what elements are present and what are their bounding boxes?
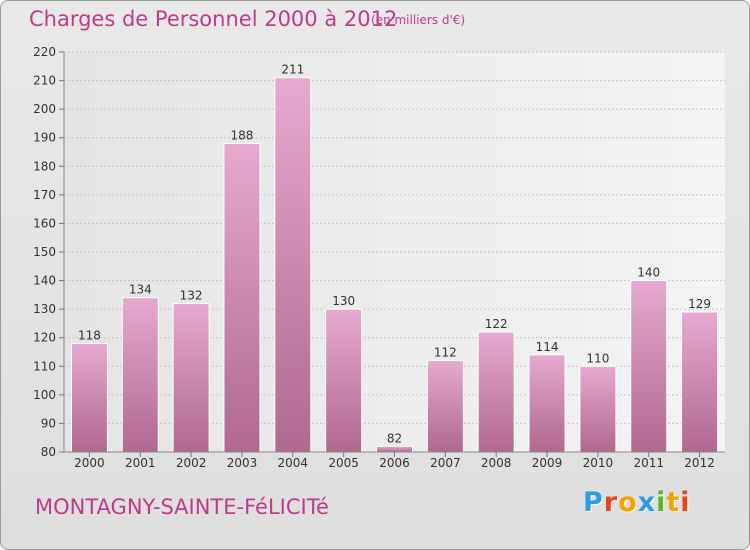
bar-value-label: 211	[281, 63, 304, 77]
logo-letter: t	[666, 487, 681, 518]
x-tick-label: 2004	[278, 456, 309, 470]
x-tick-label: 2007	[430, 456, 461, 470]
x-tick-label: 2008	[481, 456, 512, 470]
x-tick-label: 2002	[176, 456, 207, 470]
x-tick-label: 2005	[328, 456, 359, 470]
bar-2001	[121, 297, 159, 453]
bar-2004	[274, 77, 312, 453]
bar-2012	[681, 311, 719, 453]
x-tick-label: 2011	[633, 456, 664, 470]
y-tick-label: 170	[33, 188, 56, 202]
bar-value-label: 112	[434, 346, 457, 360]
y-tick-label: 220	[33, 45, 56, 59]
y-tick-label: 200	[33, 102, 56, 116]
bar-value-label: 118	[78, 328, 101, 342]
y-tick-label: 120	[33, 331, 56, 345]
bar-2005	[325, 308, 363, 453]
y-tick-label: 130	[33, 302, 56, 316]
bar-value-label: 188	[231, 128, 254, 142]
logo-letter: o	[618, 487, 638, 518]
bar-value-label: 140	[637, 266, 660, 280]
commune-name: MONTAGNY-SAINTE-FéLICITé	[35, 495, 329, 519]
x-tick-label: 2003	[227, 456, 258, 470]
bar-2007	[426, 360, 464, 453]
bar-2011	[630, 280, 668, 453]
x-tick-label: 2000	[74, 456, 105, 470]
y-tick-label: 210	[33, 74, 56, 88]
bar-2002	[172, 302, 210, 453]
y-tick-label: 190	[33, 131, 56, 145]
bar-value-label: 134	[129, 283, 152, 297]
y-tick-label: 150	[33, 245, 56, 259]
y-tick-label: 90	[41, 416, 56, 430]
x-tick-label: 2010	[583, 456, 614, 470]
logo-letter: P	[583, 487, 604, 518]
bar-2003	[223, 142, 261, 453]
logo-letter: i	[656, 487, 667, 518]
bar-value-label: 122	[485, 317, 508, 331]
x-tick-label: 2009	[532, 456, 563, 470]
bar-value-label: 132	[180, 288, 203, 302]
chart-title: Charges de Personnel 2000 à 2012	[29, 7, 398, 31]
logo-letter: i	[680, 487, 691, 518]
bar-value-label: 110	[586, 351, 609, 365]
x-tick-label: 2001	[125, 456, 156, 470]
bar-2009	[528, 354, 566, 453]
y-tick-label: 180	[33, 159, 56, 173]
bar-value-label: 129	[688, 297, 711, 311]
y-tick-label: 140	[33, 274, 56, 288]
y-tick-label: 160	[33, 216, 56, 230]
proxiti-logo: Proxiti	[583, 487, 691, 518]
bar-2008	[477, 331, 515, 453]
y-tick-label: 80	[41, 445, 56, 459]
logo-letter: r	[603, 487, 619, 518]
x-tick-label: 2012	[684, 456, 715, 470]
x-tick-label: 2006	[379, 456, 410, 470]
bar-value-label: 82	[387, 431, 402, 445]
bar-2006	[376, 445, 413, 453]
bar-2010	[579, 365, 617, 453]
y-tick-label: 100	[33, 388, 56, 402]
logo-letter: x	[637, 487, 657, 518]
chart-subtitle: (en milliers d'€)	[371, 13, 466, 27]
bar-2000	[70, 342, 108, 453]
bar-value-label: 130	[332, 294, 355, 308]
bar-value-label: 114	[536, 340, 559, 354]
y-tick-label: 110	[33, 359, 56, 373]
